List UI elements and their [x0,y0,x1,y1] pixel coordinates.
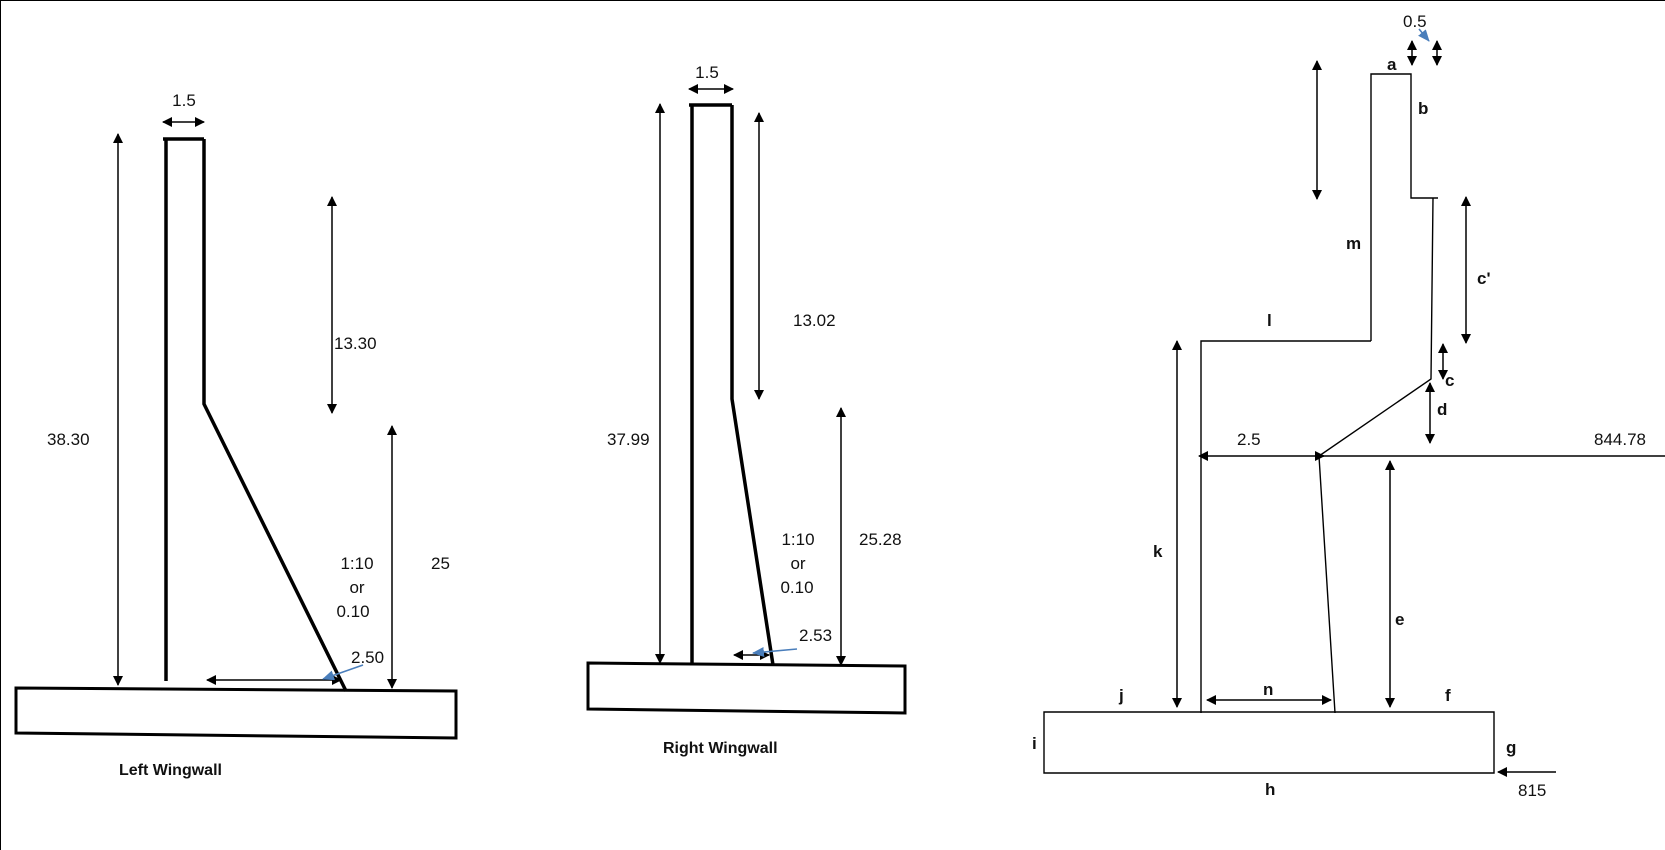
label-c-prime: c' [1477,269,1491,288]
right-base-slab [586,661,907,715]
left-pointer-arrow [322,664,364,681]
label-l: l [1267,311,1272,330]
label-d: d [1437,400,1447,419]
label-b: b [1418,99,1428,118]
left-top-width-label: 1.5 [172,91,196,110]
label-m: m [1346,234,1361,253]
left-upper-height-label: 13.30 [334,334,377,353]
label-i: i [1032,734,1037,753]
schematic-outline [1200,73,1438,714]
label-a: a [1387,55,1397,74]
left-base-offset-label: 2.50 [351,648,384,667]
right-slope-line2: or [790,554,805,573]
left-slope-line1: 1:10 [340,554,373,573]
left-base-slab [14,686,458,740]
schematic-top-elevation-label: 844.78 [1594,430,1646,449]
top-offset-pointer [1418,28,1430,42]
schematic-horizontal-offset-label: 2.5 [1237,430,1261,449]
label-g: g [1506,738,1516,757]
right-wall-stem [689,103,775,666]
schematic-bottom-elevation-label: 815 [1518,781,1546,800]
right-pointer-arrow [752,647,798,657]
right-upper-height-label: 13.02 [793,311,836,330]
label-h: h [1265,780,1275,799]
right-slope-line3: 0.10 [780,578,813,597]
label-k: k [1153,542,1163,561]
label-j: j [1118,686,1124,705]
schematic-top-offset-label: 0.5 [1403,12,1427,31]
left-slope-line2: or [349,578,364,597]
left-wingwall-caption: Left Wingwall [119,762,222,779]
schematic-wingwall: 0.5 a b m c' l c d 2.5 844.78 k e j n f … [1032,12,1665,800]
right-total-height-label: 37.99 [607,430,650,449]
left-total-height-label: 38.30 [47,430,90,449]
right-top-width-label: 1.5 [695,63,719,82]
right-slope-line1: 1:10 [781,530,814,549]
left-lower-height-label: 25 [431,554,450,573]
label-e: e [1395,610,1404,629]
left-wall-stem [163,137,348,692]
left-slope-line3: 0.10 [336,602,369,621]
label-f: f [1445,686,1451,705]
right-wingwall-caption: Right Wingwall [663,740,778,757]
right-base-offset-label: 2.53 [799,626,832,645]
left-wingwall: 1.5 38.30 13.30 25 1:10 or 0.10 2.50 Lef… [14,91,458,779]
label-n: n [1263,680,1273,699]
right-lower-height-label: 25.28 [859,530,902,549]
right-wingwall: 1.5 37.99 13.02 25.28 1:10 or 0.10 2.53 … [586,63,907,757]
label-c: c [1445,371,1454,390]
schematic-base [1043,711,1495,774]
